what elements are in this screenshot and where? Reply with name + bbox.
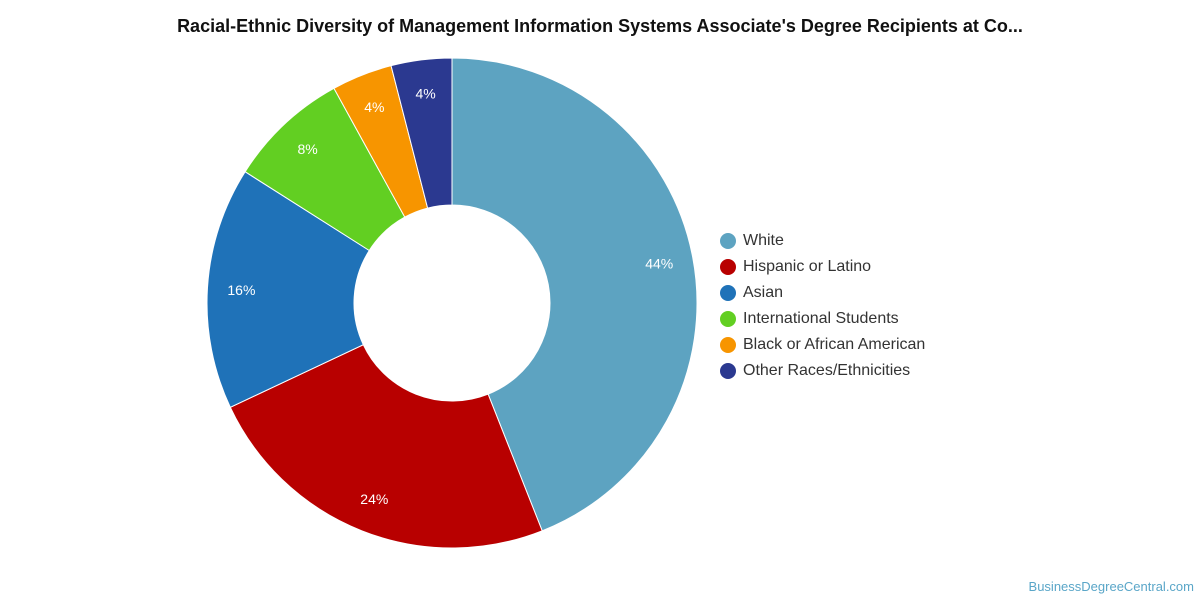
slice-value-label: 4% [415,86,435,102]
slice-value-label: 24% [360,491,388,507]
source-credit[interactable]: BusinessDegreeCentral.com [1028,579,1194,594]
chart-legend: White Hispanic or Latino Asian Internationa… [720,228,925,384]
legend-item[interactable]: White [720,228,925,254]
legend-item[interactable]: Hispanic or Latino [720,254,925,280]
slice-hispanic-or-latino[interactable] [229,344,543,549]
legend-swatch [720,259,736,275]
legend-label: Other Races/Ethnicities [743,362,911,379]
slice-white[interactable] [451,57,698,532]
slice-value-label: 44% [645,255,673,271]
legend-item[interactable]: Asian [720,280,925,306]
legend-item[interactable]: Black or African American [720,332,925,358]
slice-value-label: 4% [364,99,384,115]
legend-label: Asian [743,284,784,301]
legend-label: White [743,232,784,249]
legend-item[interactable]: Other Races/Ethnicities [720,358,925,384]
legend-label: Black or African American [743,336,926,353]
legend-item[interactable]: International Students [720,306,925,332]
legend-swatch [720,233,736,249]
legend-label: Hispanic or Latino [743,258,872,275]
legend-swatch [720,337,736,353]
slice-value-label: 16% [227,282,255,298]
slice-asian[interactable] [206,171,370,408]
slice-other-races-ethnicities[interactable] [390,57,453,209]
legend-swatch [720,311,736,327]
chart-title: Racial-Ethnic Diversity of Management In… [177,16,1023,36]
legend-swatch [720,285,736,301]
legend-label: International Students [743,310,899,327]
legend-swatch [720,363,736,379]
slice-value-label: 8% [297,141,317,157]
